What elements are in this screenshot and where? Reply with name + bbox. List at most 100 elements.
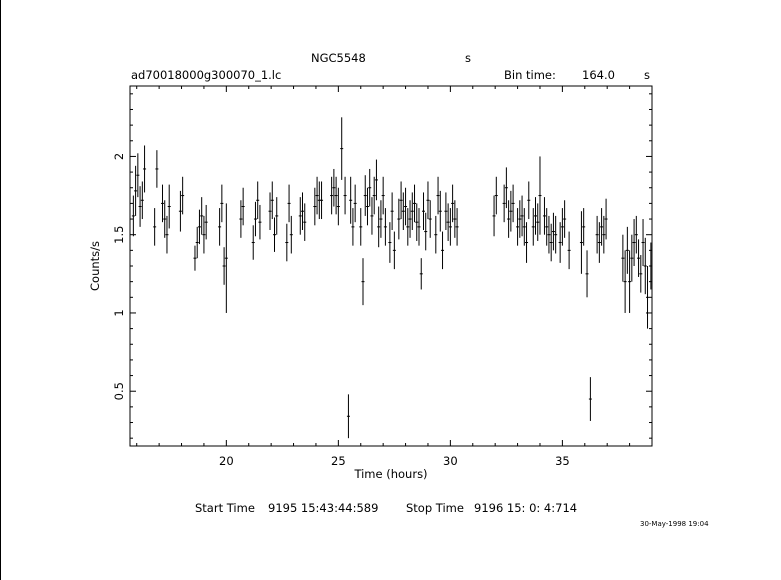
data-point xyxy=(218,208,222,246)
data-point xyxy=(399,181,403,220)
data-point xyxy=(258,204,262,240)
data-point xyxy=(343,176,347,215)
x-tick-label: 35 xyxy=(555,454,570,468)
data-point xyxy=(428,200,432,238)
data-point xyxy=(641,219,645,266)
data-point xyxy=(372,176,376,215)
data-point xyxy=(448,208,452,246)
data-point xyxy=(381,176,385,215)
data-point xyxy=(202,215,206,254)
data-point xyxy=(582,208,586,246)
data-point xyxy=(377,206,381,248)
data-point xyxy=(413,184,417,223)
data-point xyxy=(178,190,182,232)
data-point xyxy=(287,184,291,223)
data-point xyxy=(646,266,650,329)
data-point xyxy=(368,168,372,207)
data-point xyxy=(494,176,498,215)
data-point xyxy=(602,215,606,254)
data-point xyxy=(632,219,636,266)
plot-date: 30-May-1998 19:04 xyxy=(640,520,709,528)
data-point xyxy=(131,195,135,237)
data-point xyxy=(392,231,396,270)
data-point xyxy=(588,377,592,421)
data-point xyxy=(634,215,638,254)
data-point xyxy=(518,200,522,238)
data-point xyxy=(332,168,336,207)
data-point xyxy=(534,197,538,235)
data-point xyxy=(434,215,438,254)
data-point xyxy=(349,176,353,224)
data-point xyxy=(167,184,171,229)
data-point xyxy=(193,245,197,271)
data-point xyxy=(551,212,555,251)
x-tick-label: 20 xyxy=(219,454,234,468)
data-point xyxy=(197,209,201,245)
data-point xyxy=(383,208,387,246)
data-point xyxy=(625,226,629,274)
start-time-label: Start Time xyxy=(195,501,255,515)
data-point xyxy=(516,208,520,246)
data-point xyxy=(220,184,224,223)
data-point xyxy=(542,197,546,235)
y-axis-label: Counts/s xyxy=(88,241,102,291)
data-point xyxy=(397,198,401,240)
data-point xyxy=(438,190,442,232)
data-point xyxy=(379,200,383,238)
data-point xyxy=(444,192,448,230)
data-point xyxy=(353,184,357,223)
bin-time-label: Bin time: xyxy=(504,68,556,82)
data-point xyxy=(163,200,167,238)
data-point xyxy=(492,195,496,237)
data-point xyxy=(224,203,228,313)
data-point xyxy=(136,153,140,198)
data-point xyxy=(155,150,159,188)
data-point xyxy=(630,234,634,282)
data-point xyxy=(408,200,412,238)
data-point xyxy=(639,255,643,293)
data-point xyxy=(536,203,540,241)
data-point xyxy=(143,145,147,193)
data-point xyxy=(604,198,608,240)
data-point xyxy=(134,165,138,216)
data-point xyxy=(256,181,260,220)
object-suffix: s xyxy=(465,51,471,65)
data-point xyxy=(165,215,169,254)
data-point xyxy=(336,187,340,226)
data-point xyxy=(415,203,419,241)
data-point xyxy=(298,197,302,235)
data-point xyxy=(401,192,405,230)
data-point xyxy=(595,215,599,254)
data-point xyxy=(547,215,551,254)
data-point xyxy=(417,208,421,246)
plot-frame xyxy=(129,85,653,447)
data-point xyxy=(623,250,627,313)
data-point xyxy=(628,250,632,313)
data-point xyxy=(253,201,257,237)
data-point xyxy=(340,117,344,180)
stop-time-label: Stop Time xyxy=(406,501,464,515)
data-point xyxy=(424,212,428,251)
data-point xyxy=(204,204,208,240)
data-point xyxy=(301,192,305,230)
x-tick-label: 30 xyxy=(443,454,458,468)
data-point xyxy=(388,222,392,263)
data-point xyxy=(241,187,245,226)
file-name: ad70018000g300070_1.lc xyxy=(131,68,282,82)
data-point xyxy=(585,250,589,298)
data-point xyxy=(502,184,506,223)
x-axis-label: Time (hours) xyxy=(353,467,427,481)
data-point xyxy=(567,231,571,270)
y-tick-label: 1 xyxy=(112,309,126,316)
data-point xyxy=(334,176,338,215)
data-point xyxy=(531,208,535,246)
object-name: NGC5548 xyxy=(311,51,366,65)
data-point xyxy=(351,208,355,246)
data-point xyxy=(441,231,445,270)
data-point xyxy=(330,176,334,215)
data-point xyxy=(160,184,164,223)
x-tick-label: 25 xyxy=(331,454,346,468)
data-point xyxy=(637,239,641,277)
left-border-rule xyxy=(0,0,1,580)
data-point xyxy=(507,200,511,238)
